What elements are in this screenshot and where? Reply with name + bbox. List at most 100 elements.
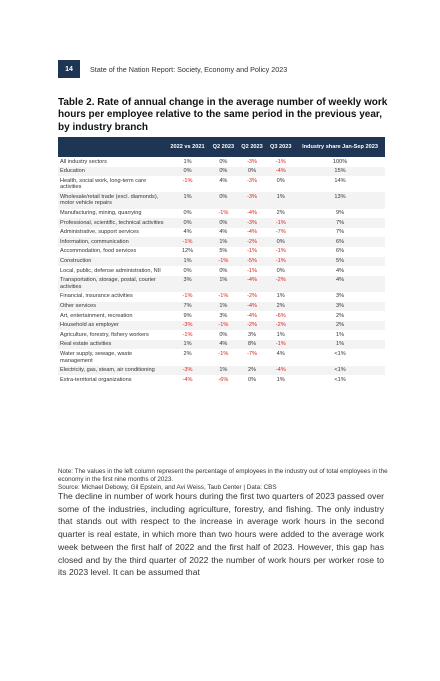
sector-name-cell: Financial, insurance activities	[58, 291, 166, 302]
value-cell: 2%	[266, 301, 296, 312]
value-cell: 0%	[237, 375, 267, 385]
value-cell: 4%	[166, 227, 210, 238]
value-cell: 1%	[295, 330, 385, 340]
value-cell: 1%	[266, 291, 296, 302]
sector-name-cell: Real estate activities	[58, 339, 166, 350]
value-cell: 0%	[166, 266, 210, 276]
value-cell: 0%	[209, 218, 238, 228]
sector-name-cell: Accommodation, food services	[58, 246, 166, 257]
value-cell: 0%	[166, 166, 210, 177]
table-row: Art, entertainment, recreation 9% 3% -4% -6%…	[58, 311, 385, 321]
table-row: Manufacturing, mining, quarrying 0% -1% -4%…	[58, 208, 385, 219]
value-cell: 14%	[295, 176, 385, 193]
value-cell: -3%	[237, 176, 267, 193]
sector-name-cell: Wholesale/retail trade (excl. diamonds),…	[58, 192, 166, 209]
table-body: All industry sectors 1% 0% -3% -1% 100% Educat…	[58, 157, 385, 385]
sector-name-cell: Education	[58, 166, 166, 177]
value-cell: 0%	[209, 266, 238, 276]
value-cell: -5%	[237, 256, 267, 267]
value-cell: 0%	[237, 166, 267, 177]
value-cell: 1%	[209, 301, 238, 312]
value-cell: 3%	[237, 330, 267, 340]
value-cell: -1%	[266, 246, 296, 257]
value-cell: -7%	[266, 227, 296, 238]
value-cell: -1%	[209, 291, 238, 302]
value-cell: -3%	[237, 218, 267, 228]
value-cell: 2%	[166, 349, 210, 366]
value-cell: -4%	[266, 166, 296, 177]
value-cell: 6%	[295, 246, 385, 257]
value-cell: 7%	[295, 218, 385, 228]
value-cell: 2%	[237, 365, 267, 376]
value-cell: -6%	[209, 375, 238, 385]
sector-name-cell: Transportation, storage, postal, courier…	[58, 275, 166, 292]
value-cell: -1%	[209, 208, 238, 219]
value-cell: -2%	[266, 320, 296, 331]
value-cell: -6%	[266, 311, 296, 321]
sector-name-cell: Water supply, sewage, waste management	[58, 349, 166, 366]
value-cell: -3%	[237, 157, 267, 167]
value-cell: 3%	[166, 275, 210, 292]
value-cell: 4%	[266, 349, 296, 366]
value-cell: <1%	[295, 375, 385, 385]
column-header: Industry share Jan-Sep 2023	[295, 137, 385, 157]
sector-name-cell: Health, social work, long-term care acti…	[58, 176, 166, 193]
table-row: Agriculture, forestry, fishery workers -1…	[58, 330, 385, 340]
value-cell: -7%	[237, 349, 267, 366]
value-cell: 3%	[295, 291, 385, 302]
page-number: 14	[58, 60, 80, 78]
table-row: Construction 1% -1% -5% -1% 5%	[58, 256, 385, 267]
value-cell: 0%	[266, 266, 296, 276]
value-cell: -4%	[237, 227, 267, 238]
sector-name-cell: Agriculture, forestry, fishery workers	[58, 330, 166, 340]
sector-name-cell: Other services	[58, 301, 166, 312]
value-cell: -3%	[166, 320, 210, 331]
value-cell: -1%	[266, 218, 296, 228]
value-cell: -2%	[237, 291, 267, 302]
column-header	[58, 137, 166, 157]
sector-name-cell: Electricity, gas, steam, air conditionin…	[58, 365, 166, 376]
value-cell: <1%	[295, 365, 385, 376]
value-cell: -1%	[266, 339, 296, 350]
value-cell: 1%	[166, 256, 210, 267]
table-row: Extra-territorial organizations -4% -6% 0% 1…	[58, 375, 385, 385]
value-cell: 0%	[209, 330, 238, 340]
sector-name-cell: All industry sectors	[58, 157, 166, 167]
value-cell: 4%	[295, 275, 385, 292]
value-cell: 100%	[295, 157, 385, 167]
table-title: Table 2. Rate of annual change in the av…	[58, 97, 388, 133]
value-cell: 0%	[166, 208, 210, 219]
sector-name-cell: Extra-territorial organizations	[58, 375, 166, 385]
value-cell: -1%	[209, 320, 238, 331]
sector-name-cell: Information, communication	[58, 237, 166, 247]
value-cell: 0%	[166, 218, 210, 228]
sector-name-cell: Construction	[58, 256, 166, 267]
value-cell: 9%	[295, 208, 385, 219]
value-cell: 4%	[209, 176, 238, 193]
sector-name-cell: Professional, scientific, technical acti…	[58, 218, 166, 228]
value-cell: 2%	[295, 320, 385, 331]
value-cell: -1%	[237, 266, 267, 276]
table-row: Other services 7% 1% -4% 2% 3%	[58, 301, 385, 312]
value-cell: -4%	[266, 365, 296, 376]
table-row: Professional, scientific, technical acti…	[58, 218, 385, 228]
sector-name-cell: Manufacturing, mining, quarrying	[58, 208, 166, 219]
running-title: State of the Nation Report: Society, Eco…	[90, 64, 288, 74]
value-cell: -1%	[209, 349, 238, 366]
value-cell: 1%	[266, 330, 296, 340]
value-cell: 3%	[209, 311, 238, 321]
sector-name-cell: Local, public, defense administration, N…	[58, 266, 166, 276]
column-header: Q3 2023	[266, 137, 296, 157]
value-cell: 2%	[266, 208, 296, 219]
value-cell: 1%	[166, 339, 210, 350]
table-row: Electricity, gas, steam, air conditionin…	[58, 365, 385, 376]
value-cell: 9%	[166, 311, 210, 321]
table-row: Water supply, sewage, waste management 2%…	[58, 349, 385, 366]
value-cell: 0%	[209, 166, 238, 177]
sector-name-cell: Art, entertainment, recreation	[58, 311, 166, 321]
sector-name-cell: Household as employer	[58, 320, 166, 331]
value-cell: 7%	[166, 301, 210, 312]
value-cell: 6%	[295, 237, 385, 247]
value-cell: -4%	[237, 311, 267, 321]
table-row: Health, social work, long-term care acti…	[58, 176, 385, 193]
